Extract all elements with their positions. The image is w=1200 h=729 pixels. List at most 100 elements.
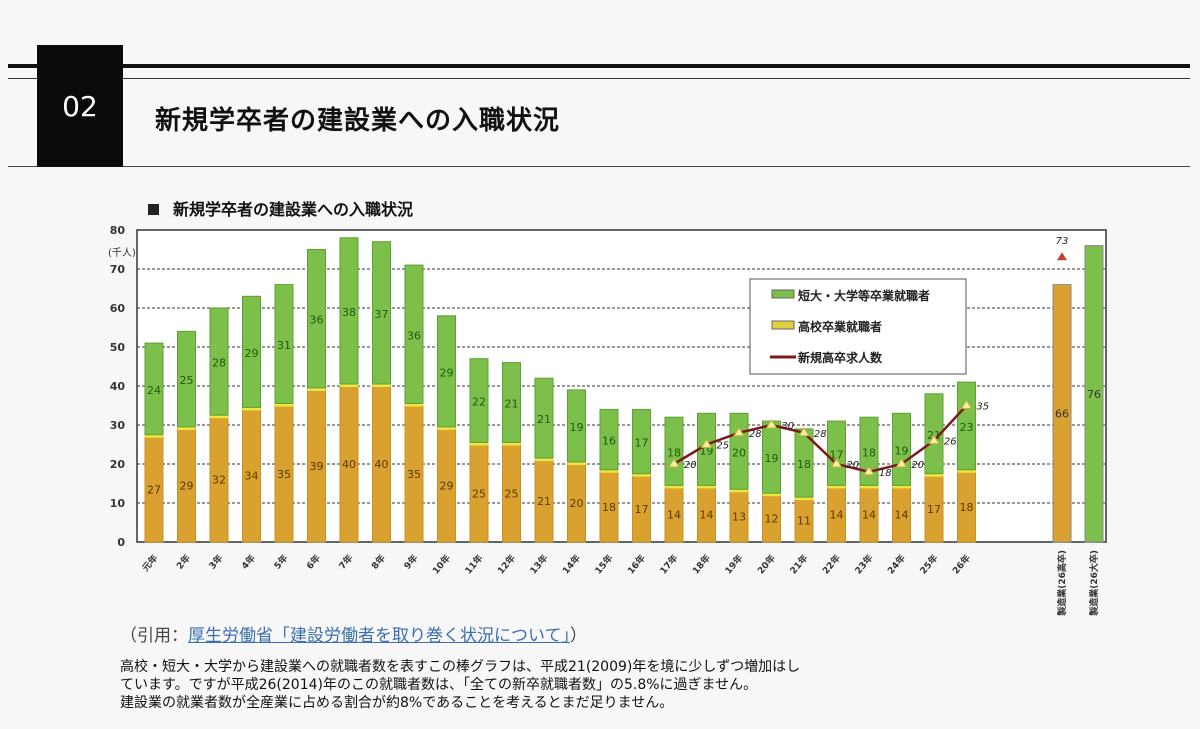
bar-label-college: 18 bbox=[797, 458, 811, 471]
bar-label-high-school: 14 bbox=[667, 509, 681, 522]
bar-cap bbox=[665, 485, 683, 489]
bar-comparison bbox=[1052, 284, 1072, 543]
x-tick-label: 26年 bbox=[950, 552, 973, 576]
bar-college bbox=[307, 249, 326, 389]
x-tick-label: 2年 bbox=[174, 552, 193, 571]
description-line: 高校・短大・大学から建設業への就職者数を表すこの棒グラフは、平成21(2009)… bbox=[120, 659, 801, 675]
bar-label-college: 29 bbox=[440, 366, 454, 379]
citation-link[interactable]: 厚生労働省「建設労働者を取り巻く状況について」 bbox=[188, 626, 570, 646]
bar-label-high-school: 14 bbox=[700, 509, 714, 522]
chart: 0 10 20 30 40 50 60 70 80 (千人) 27 24 元年 29 25 2年 32 28 3年 3… bbox=[108, 224, 1107, 617]
bar-label-high-school: 27 bbox=[147, 483, 161, 496]
bar-label-college: 18 bbox=[862, 446, 876, 459]
bar-college bbox=[437, 315, 456, 428]
bar-cap bbox=[600, 469, 618, 473]
line-data-label: 25 bbox=[716, 441, 729, 452]
y-tick-label: 20 bbox=[110, 458, 126, 471]
bar-cap bbox=[502, 442, 521, 446]
bar-label-high-school: 40 bbox=[375, 458, 389, 471]
bar-label-college: 21 bbox=[505, 398, 519, 411]
bar-cap bbox=[307, 387, 326, 391]
bar-college bbox=[469, 358, 489, 444]
bar-label-high-school: 17 bbox=[635, 503, 649, 516]
legend-swatch bbox=[771, 320, 795, 330]
bar-label-college: 28 bbox=[212, 357, 226, 370]
bar-college bbox=[859, 416, 879, 486]
bar-college bbox=[664, 416, 684, 486]
bar-label-high-school: 14 bbox=[895, 509, 909, 522]
bar-college bbox=[372, 241, 391, 385]
bar-label-college: 19 bbox=[570, 421, 584, 434]
x-tick-label: 6年 bbox=[304, 552, 323, 571]
bar-label-high-school: 14 bbox=[862, 509, 876, 522]
x-tick-label: 製造業(26高卒) bbox=[1056, 550, 1068, 617]
bar-cap bbox=[632, 473, 651, 477]
comparison-marker bbox=[1057, 252, 1067, 261]
line-marker bbox=[830, 458, 843, 468]
y-tick-label: 50 bbox=[110, 341, 126, 354]
line-marker bbox=[733, 426, 745, 437]
y-axis-label: (千人) bbox=[108, 247, 136, 259]
header-rule bbox=[8, 64, 1190, 68]
bar-label-high-school: 12 bbox=[765, 513, 779, 526]
line-marker bbox=[798, 426, 810, 437]
y-tick-label: 40 bbox=[110, 380, 126, 393]
bar-cap bbox=[470, 442, 488, 446]
x-tick-label: 7年 bbox=[336, 552, 355, 571]
bar-label-college: 36 bbox=[407, 329, 421, 342]
line-data-label: 35 bbox=[976, 402, 989, 413]
bar-label-high-school: 21 bbox=[537, 495, 551, 508]
x-tick-label: 17年 bbox=[657, 552, 680, 576]
bar-cap bbox=[567, 462, 586, 465]
x-tick-label: 12年 bbox=[495, 552, 518, 576]
bar-cap bbox=[275, 403, 293, 407]
bar-label-high-school: 34 bbox=[245, 470, 259, 483]
bar-label-college: 24 bbox=[147, 384, 161, 397]
bar-cap bbox=[372, 384, 391, 387]
header-rule-bottom bbox=[8, 166, 1190, 167]
bar-label-college: 25 bbox=[180, 374, 194, 387]
x-tick-label: 10年 bbox=[430, 552, 453, 576]
x-tick-label: 元年 bbox=[140, 552, 161, 574]
x-tick-label: 3年 bbox=[206, 552, 225, 571]
x-tick-label: 4年 bbox=[239, 552, 258, 571]
x-tick-label: 24年 bbox=[885, 552, 908, 576]
bar-label-college: 37 bbox=[375, 308, 389, 321]
bar-label-high-school: 35 bbox=[407, 468, 421, 481]
line-data-label: 20 bbox=[684, 460, 697, 471]
bar-label-high-school: 35 bbox=[277, 468, 291, 481]
citation-prefix: （引用： bbox=[120, 626, 188, 646]
x-tick-label: 11年 bbox=[462, 552, 485, 576]
bar-cap bbox=[892, 485, 911, 489]
bar-label-college: 22 bbox=[472, 396, 486, 409]
bar-college bbox=[177, 330, 196, 428]
line-marker bbox=[863, 465, 875, 476]
bar-cap bbox=[795, 497, 813, 501]
bar-label-high-school: 29 bbox=[180, 479, 194, 492]
x-tick-label: 製造業(26大卒) bbox=[1088, 550, 1100, 617]
y-tick-label: 60 bbox=[110, 302, 126, 315]
page-title: 新規学卒者の建設業への入職状況 bbox=[155, 106, 561, 136]
bar-college bbox=[274, 284, 294, 405]
x-tick-label: 9年 bbox=[401, 552, 420, 571]
x-tick-label: 16年 bbox=[625, 552, 648, 576]
bar-label-high-school: 29 bbox=[440, 479, 454, 492]
bar-cap bbox=[860, 485, 878, 489]
bar-cap bbox=[405, 403, 423, 407]
description-line: ています。ですが平成26(2014)年のこの就職者数は、「全ての新卒就職者数」の… bbox=[120, 677, 758, 693]
bar-label-college: 31 bbox=[277, 339, 291, 352]
bar-college bbox=[924, 393, 944, 475]
bar-cap bbox=[827, 485, 846, 489]
line-data-label: 28 bbox=[749, 429, 762, 440]
bar-cap bbox=[340, 384, 358, 387]
bar-label-college: 23 bbox=[960, 421, 974, 434]
bar-college bbox=[599, 408, 619, 471]
description-line: 建設業の就業者数が全産業に占める割合が約8%であることを考えるとまだ足りません。 bbox=[120, 695, 674, 711]
bar-label-comparison: 76 bbox=[1087, 388, 1101, 401]
bar-college bbox=[242, 295, 261, 408]
header-rule-thin bbox=[8, 78, 1190, 79]
x-tick-label: 8年 bbox=[369, 552, 388, 571]
square-bullet-icon bbox=[148, 204, 159, 215]
y-tick-label: 10 bbox=[110, 497, 126, 510]
citation: （引用：厚生労働省「建設労働者を取り巻く状況について」） bbox=[120, 621, 587, 646]
